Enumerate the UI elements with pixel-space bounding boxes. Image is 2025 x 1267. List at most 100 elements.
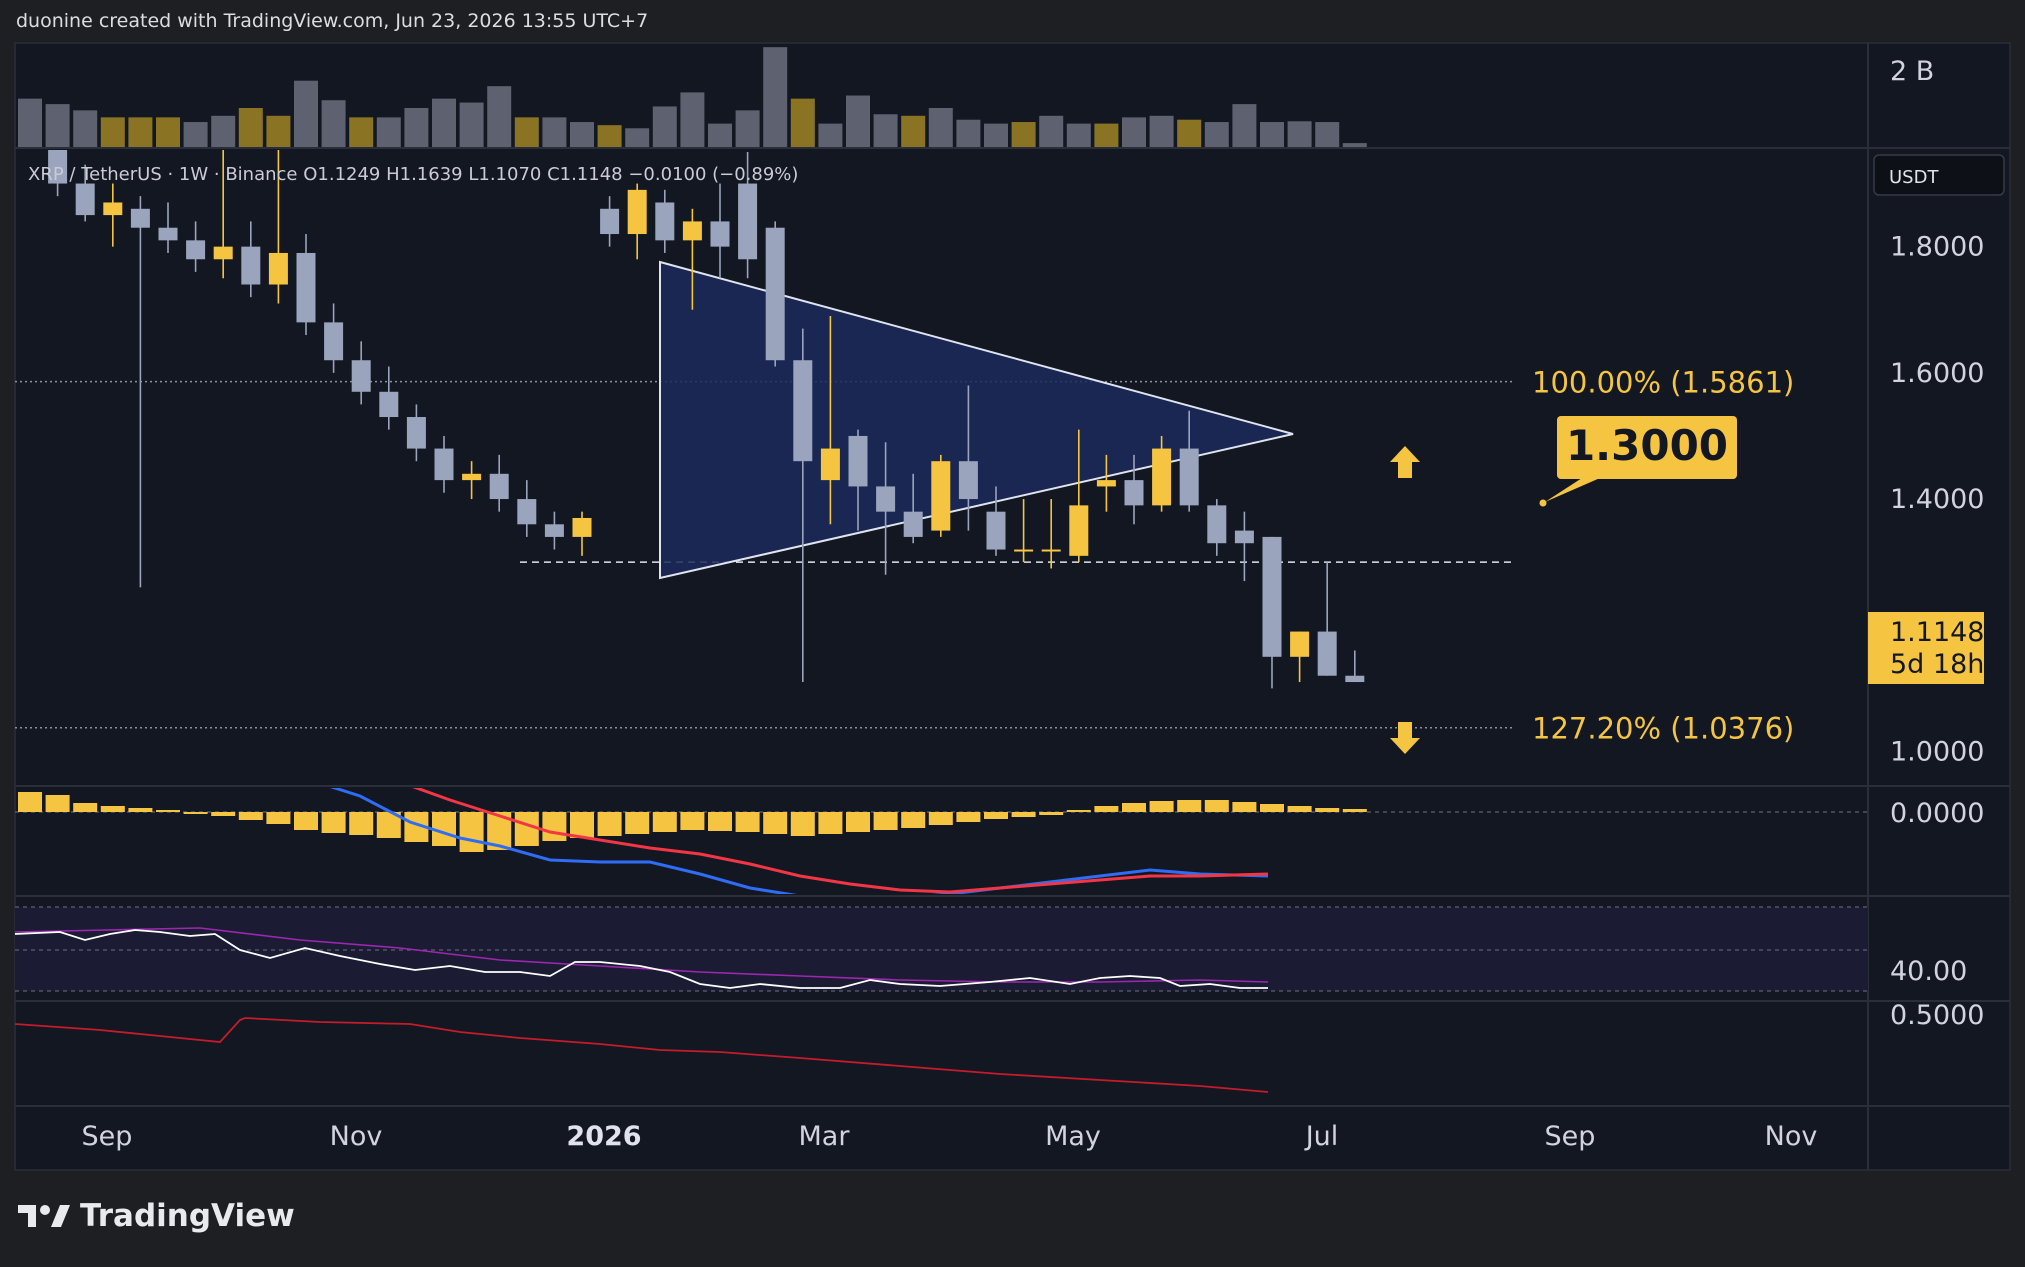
rsi-band: [15, 907, 1868, 991]
macd-histogram-bar: [459, 812, 484, 852]
macd-histogram-bar: [1066, 810, 1091, 812]
macd-histogram-bar: [1260, 804, 1284, 812]
volume-bar: [266, 115, 291, 147]
candle-body: [903, 511, 923, 537]
macd-histogram-bar: [1094, 806, 1119, 812]
volume-bar: [1011, 122, 1036, 147]
volume-bar: [763, 47, 788, 147]
volume-bar: [818, 123, 843, 147]
macd-histogram-bar: [349, 812, 374, 835]
volume-pane: [18, 47, 1367, 147]
symbol-legend[interactable]: XRP / TetherUS · 1W · Binance O1.1249 H1…: [28, 164, 798, 185]
candle-body: [130, 208, 150, 228]
macd-line: [330, 788, 1269, 894]
candle-body: [765, 227, 785, 361]
macd-histogram-bar: [1287, 806, 1312, 812]
candle-body: [268, 252, 288, 285]
volume-bar: [873, 114, 898, 147]
macd-histogram-bar: [956, 812, 981, 822]
volume-bar: [459, 102, 484, 147]
macd-histogram-bar: [294, 812, 318, 830]
volume-bar: [1149, 115, 1174, 147]
candle-body: [848, 435, 868, 487]
volume-bar: [1204, 122, 1229, 147]
candle-body: [213, 246, 233, 260]
volume-bar: [652, 106, 677, 147]
breakdown-down-arrow-icon-shaft: [1398, 722, 1412, 738]
macd-histogram-bar: [45, 795, 70, 812]
tradingview-logo[interactable]: TradingView: [18, 1198, 295, 1234]
candle-body: [296, 252, 316, 323]
volume-bar: [349, 117, 374, 147]
candle-body: [241, 246, 261, 285]
macd-histogram-bar: [735, 812, 760, 832]
price-callout[interactable]: 1.3000: [1539, 416, 1738, 507]
macd-histogram-bar: [321, 812, 346, 833]
volume-bar: [1094, 123, 1119, 147]
candle-body: [627, 189, 647, 235]
macd-histogram-bar: [901, 812, 926, 828]
candle-body: [379, 391, 399, 418]
time-axis-label: Nov: [330, 1121, 383, 1152]
candle-body: [1179, 448, 1199, 506]
volume-bar: [376, 117, 401, 147]
candle-body: [600, 208, 620, 235]
macd-histogram-bar: [708, 812, 732, 831]
volume-bar: [1232, 104, 1257, 147]
time-axis-label: May: [1045, 1121, 1101, 1152]
volume-bar: [100, 117, 125, 147]
time-axis-label: Sep: [82, 1121, 133, 1152]
breakout-up-arrow-icon-shaft: [1398, 462, 1412, 478]
candle-body: [876, 486, 896, 512]
volume-bar: [404, 108, 429, 147]
candle-body: [1262, 536, 1282, 657]
time-axis-label: Nov: [1765, 1121, 1818, 1152]
macd-histogram-bar: [18, 792, 42, 812]
candle-body: [655, 202, 675, 241]
last-price-bg: [1868, 612, 1984, 684]
candle-body: [158, 227, 178, 241]
candle-body: [1345, 675, 1365, 683]
price-pane: [15, 150, 1515, 729]
volume-bar: [156, 117, 180, 147]
volume-bar: [18, 98, 42, 147]
macd-histogram-bar: [542, 812, 567, 841]
macd-histogram-bar: [238, 812, 263, 820]
volume-bar: [625, 128, 650, 147]
macd-histogram-bar: [156, 810, 180, 812]
candle-body: [324, 322, 344, 361]
currency-button[interactable]: USDT: [1873, 154, 2005, 196]
candle-body: [1069, 505, 1089, 556]
volume-bar: [1122, 117, 1146, 147]
fib-127-label: 127.20% (1.0376): [1532, 712, 1794, 746]
signal-line: [412, 788, 1269, 894]
rsi-ma-line: [14, 927, 1269, 983]
volume-bar: [321, 100, 346, 147]
macd-histogram-bar: [818, 812, 843, 834]
candle-body: [462, 473, 482, 481]
macd-histogram-bar: [625, 812, 650, 834]
rsi-level-label: 40.00: [1890, 956, 1967, 987]
symmetrical-triangle-pattern[interactable]: [659, 260, 1294, 580]
candle-body: [958, 461, 978, 500]
tradingview-logo-icon: [18, 1205, 70, 1227]
macd-histogram-bar: [570, 812, 594, 838]
candle-body: [1096, 480, 1116, 487]
volume-bar: [735, 110, 760, 147]
price-tick-label: 1.0000: [1890, 736, 1984, 767]
callout-text: 1.3000: [1566, 421, 1728, 470]
candle-body: [1152, 448, 1172, 506]
macd-histogram-bar: [183, 812, 208, 814]
candle-body: [103, 202, 123, 216]
lower-indicator-label: 0.5000: [1890, 1000, 1984, 1031]
breakdown-down-arrow-icon: [1390, 722, 1420, 754]
macd-histogram-bar: [1039, 812, 1064, 815]
volume-bar: [597, 125, 622, 147]
price-tick-label: 1.6000: [1890, 358, 1984, 389]
breakout-up-arrow-icon-head: [1390, 446, 1420, 462]
volume-bar: [956, 119, 981, 147]
macd-histogram-bar: [984, 812, 1008, 819]
breakdown-down-arrow-icon-head: [1390, 738, 1420, 754]
